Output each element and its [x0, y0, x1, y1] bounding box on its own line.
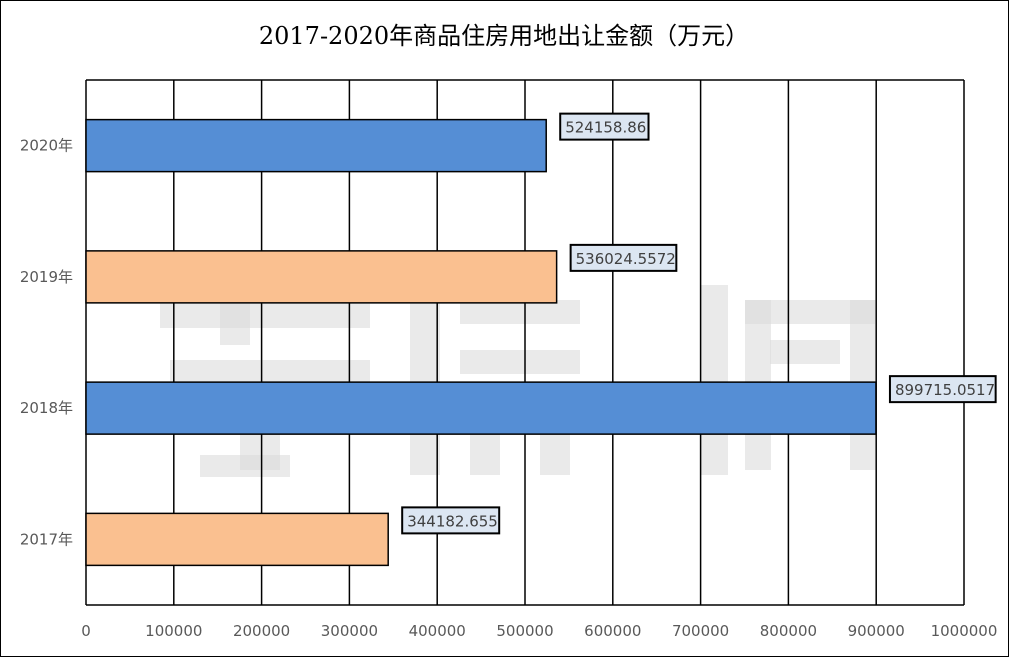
bar-2017年	[85, 512, 389, 567]
watermark-stroke	[460, 300, 580, 324]
data-label: 524158.86	[565, 119, 646, 137]
y-tick-label: 2018年	[20, 399, 73, 417]
y-tick-label: 2017年	[20, 530, 73, 548]
bar-2020年	[85, 118, 547, 173]
data-label-box	[401, 506, 501, 535]
x-tick-label: 400000	[409, 622, 466, 640]
watermark-stroke	[700, 285, 728, 475]
x-tick-label: 300000	[321, 622, 378, 640]
watermark-stroke	[160, 300, 370, 328]
data-label: 899715.0517	[895, 381, 995, 399]
data-label: 344182.655	[407, 512, 498, 530]
watermark	[160, 285, 876, 477]
y-tick-label: 2020年	[20, 137, 73, 155]
bar-2019年	[85, 250, 558, 304]
watermark-stroke	[460, 350, 580, 374]
data-label-box	[888, 375, 997, 404]
x-tick-label: 500000	[496, 622, 553, 640]
data-label-box	[569, 243, 678, 272]
x-tick-label: 700000	[672, 622, 729, 640]
watermark-stroke	[770, 340, 840, 364]
x-tick-label: 100000	[145, 622, 202, 640]
x-tick-label: 600000	[584, 622, 641, 640]
bar-2018年	[85, 381, 877, 435]
y-tick-label: 2019年	[20, 268, 73, 286]
x-tick-label: 200000	[233, 622, 290, 640]
data-label-box	[559, 112, 650, 141]
x-tick-label: 0	[81, 622, 91, 640]
x-tick-label: 900000	[848, 622, 905, 640]
data-label: 536024.5572	[576, 250, 676, 268]
x-tick-label: 1000000	[931, 622, 998, 640]
x-tick-label: 800000	[760, 622, 817, 640]
watermark-stroke	[200, 455, 290, 477]
chart-title: 2017-2020年商品住房用地出让金额（万元）	[259, 22, 749, 50]
